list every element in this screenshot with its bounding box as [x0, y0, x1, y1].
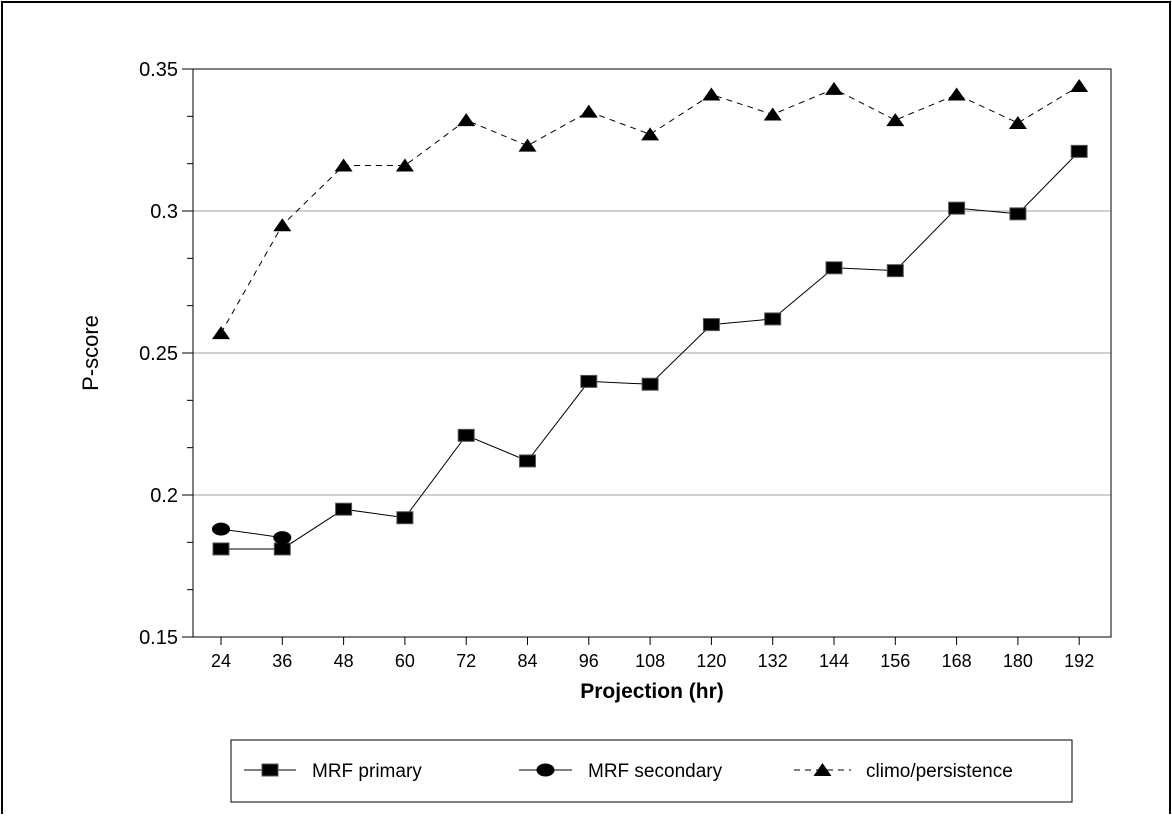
- data-point-mrf-primary: [948, 201, 966, 215]
- data-point-climo-persistence: [334, 158, 353, 172]
- y-tick-label: 0.2: [150, 485, 178, 507]
- x-axis-title: Projection (hr): [580, 680, 724, 703]
- x-tick-label: 168: [942, 651, 972, 671]
- series-mrf-primary: [212, 144, 1088, 556]
- data-point-climo-persistence: [702, 87, 721, 101]
- y-tick-label: 0.3: [150, 201, 178, 223]
- data-point-climo-persistence: [641, 127, 660, 141]
- x-tick-label: 96: [579, 651, 599, 671]
- data-point-mrf-primary: [886, 264, 904, 278]
- legend-label: climo/persistence: [866, 761, 1013, 782]
- data-point-mrf-primary: [764, 312, 782, 326]
- data-point-climo-persistence: [273, 218, 292, 232]
- legend-label: MRF primary: [312, 761, 422, 782]
- y-axis-title: P-score: [78, 315, 103, 391]
- x-tick-label: 180: [1003, 651, 1033, 671]
- data-point-mrf-primary: [1009, 207, 1027, 221]
- x-tick-label: 24: [211, 651, 231, 671]
- series: [212, 79, 1089, 556]
- legend-marker: [813, 763, 832, 776]
- y-tick-label: 0.35: [139, 59, 178, 81]
- data-point-mrf-primary: [273, 542, 291, 556]
- data-point-mrf-primary: [335, 502, 353, 516]
- data-point-climo-persistence: [579, 104, 598, 118]
- data-point-mrf-primary: [396, 511, 414, 525]
- x-tick-label: 144: [819, 651, 849, 671]
- data-point-climo-persistence: [825, 81, 843, 95]
- data-point-mrf-primary: [457, 428, 475, 442]
- data-point-climo-persistence: [212, 326, 230, 340]
- data-point-climo-persistence: [1070, 79, 1089, 93]
- series-line-mrf-secondary: [220, 528, 283, 539]
- data-point-climo-persistence: [518, 138, 537, 152]
- x-tick-label: 156: [880, 651, 910, 671]
- data-point-mrf-primary: [702, 318, 720, 332]
- x-tick-label: 192: [1064, 651, 1094, 671]
- data-point-climo-persistence: [395, 158, 414, 172]
- legend-item-mrf-secondary: MRF secondary: [519, 761, 723, 782]
- data-point-mrf-primary: [641, 377, 659, 391]
- x-tick-label: 48: [334, 651, 354, 671]
- x-tick-label: 60: [395, 651, 415, 671]
- legend-marker: [261, 763, 279, 777]
- data-point-mrf-primary: [1070, 144, 1088, 158]
- x-tick-label: 36: [272, 651, 292, 671]
- legend-label: MRF secondary: [588, 761, 723, 782]
- axes: 0.15 0.2 0.25 0.3 0.35 24 36 48 60 72 84 96 108 120 13…: [139, 59, 1094, 671]
- data-point-mrf-secondary: [273, 531, 292, 545]
- data-point-mrf-primary: [825, 261, 843, 275]
- data-point-climo-persistence: [763, 107, 782, 121]
- legend-marker: [536, 763, 555, 777]
- legend-box: [230, 739, 1073, 803]
- series-mrf-secondary: [212, 522, 292, 545]
- legend-item-climo-persistence: climo/persistence: [794, 761, 1013, 782]
- data-point-climo-persistence: [457, 113, 476, 127]
- x-tick-label: 108: [635, 651, 665, 671]
- data-point-mrf-primary: [519, 454, 536, 468]
- y-tick-label: 0.25: [139, 343, 178, 365]
- data-point-mrf-secondary: [212, 522, 230, 536]
- x-tick-label: 120: [696, 651, 726, 671]
- data-point-climo-persistence: [947, 87, 966, 101]
- data-point-climo-persistence: [1008, 115, 1027, 129]
- x-tick-label: 72: [456, 651, 476, 671]
- x-tick-label: 132: [758, 651, 788, 671]
- x-tick-label: 84: [517, 651, 537, 671]
- data-point-mrf-primary: [212, 542, 230, 556]
- y-tick-label: 0.15: [139, 627, 178, 649]
- legend-item-mrf-primary: MRF primary: [244, 761, 422, 782]
- series-climo-persistence: [212, 79, 1089, 340]
- gridlines: [193, 210, 1111, 496]
- legend: MRF primary MRF secondary climo/persistenc…: [244, 761, 1013, 782]
- data-point-mrf-primary: [580, 374, 598, 388]
- data-point-climo-persistence: [886, 113, 905, 127]
